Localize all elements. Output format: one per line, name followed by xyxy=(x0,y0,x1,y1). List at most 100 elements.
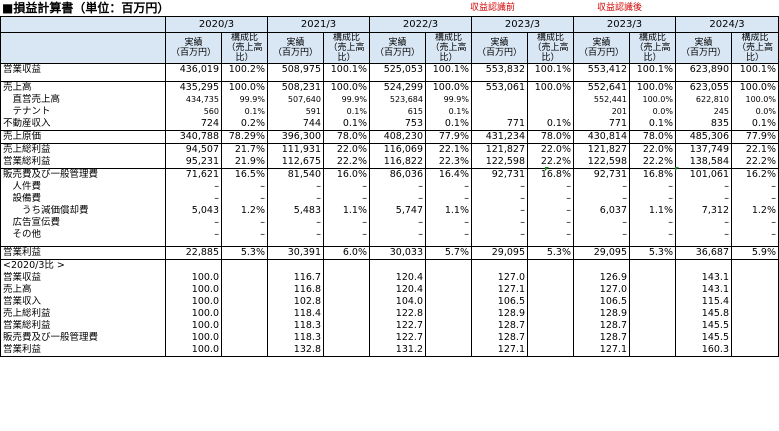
ratio-cell: 0.0% xyxy=(731,106,779,118)
spacer-cell xyxy=(629,241,676,247)
actual-cell: 121,827 xyxy=(573,143,630,156)
spacer-cell xyxy=(471,241,528,247)
ratio-cell: 22.1% xyxy=(425,143,472,156)
ratio-cell: 100.0% xyxy=(221,81,268,94)
ratio-cell xyxy=(221,332,268,344)
actual-cell: – xyxy=(267,217,324,229)
actual-cell: 434,735 xyxy=(165,94,222,106)
actual-cell: 71,621 xyxy=(165,168,222,181)
actual-cell: 143.1 xyxy=(675,272,732,284)
actual-cell xyxy=(165,259,222,272)
spacer-cell xyxy=(267,76,324,82)
actual-cell: 145.8 xyxy=(675,308,732,320)
actual-cell: 92,731 xyxy=(471,168,528,181)
ratio-cell: 22.2% xyxy=(629,156,676,169)
actual-cell: – xyxy=(369,181,426,193)
row-label: 営業利益 xyxy=(0,344,166,357)
ratio-cell: – xyxy=(527,229,574,241)
ratio-cell xyxy=(425,308,472,320)
actual-header: 実績 （百万円） xyxy=(573,32,630,64)
actual-cell: 507,640 xyxy=(267,94,324,106)
actual-cell: 591 xyxy=(267,106,324,118)
row-label: テナント xyxy=(0,106,166,118)
actual-cell: 201 xyxy=(573,106,630,118)
actual-cell: 835 xyxy=(675,118,732,131)
ratio-header: 構成比 （売上高比） xyxy=(425,32,472,64)
ratio-cell: 78.0% xyxy=(527,130,574,144)
actual-cell: 523,684 xyxy=(369,94,426,106)
actual-cell: 111,931 xyxy=(267,143,324,156)
ratio-cell: 5.9% xyxy=(731,246,779,260)
ratio-cell xyxy=(221,308,268,320)
actual-cell: 120.4 xyxy=(369,284,426,296)
actual-cell: 118.4 xyxy=(267,308,324,320)
ratio-cell: 100.1% xyxy=(731,63,779,76)
ratio-cell: – xyxy=(629,193,676,205)
actual-cell: 138,584 xyxy=(675,156,732,169)
ratio-cell: – xyxy=(629,181,676,193)
ratio-cell: 0.1% xyxy=(731,118,779,131)
actual-cell: 560 xyxy=(165,106,222,118)
actual-cell xyxy=(675,259,732,272)
actual-cell: 104.0 xyxy=(369,296,426,308)
actual-header: 実績 （百万円） xyxy=(471,32,528,64)
ratio-cell: 22.0% xyxy=(527,143,574,156)
row-label: 売上総利益 xyxy=(0,143,166,156)
ratio-cell xyxy=(629,296,676,308)
table-row: 設備費 – – – – – – – – – – – – xyxy=(0,193,779,205)
spacer-cell xyxy=(165,241,222,247)
ratio-cell: – xyxy=(629,229,676,241)
ratio-cell: 78.0% xyxy=(629,130,676,144)
ratio-cell: – xyxy=(425,217,472,229)
corner-cell xyxy=(0,32,166,64)
ratio-cell: 22.2% xyxy=(731,156,779,169)
row-label: 設備費 xyxy=(0,193,166,205)
actual-cell: – xyxy=(471,193,528,205)
ratio-cell: – xyxy=(731,181,779,193)
ratio-cell xyxy=(629,332,676,344)
ratio-cell: 1.2% xyxy=(731,205,779,217)
row-label: 営業利益 xyxy=(0,246,166,260)
actual-cell: 132.8 xyxy=(267,344,324,357)
ratio-cell: – xyxy=(323,181,370,193)
actual-cell: 552,641 xyxy=(573,81,630,94)
actual-cell: 100.0 xyxy=(165,308,222,320)
page-title: ■損益計算書（単位：百万円） xyxy=(2,1,170,15)
table-row: 売上原価 340,788 78.29% 396,300 78.0% 408,230 77.9… xyxy=(0,130,779,144)
actual-cell: 127.1 xyxy=(471,284,528,296)
actual-cell: 6,037 xyxy=(573,205,630,217)
ratio-cell xyxy=(425,284,472,296)
ratio-cell: 1.1% xyxy=(629,205,676,217)
label-after-revenue-recognition: 収益認識後 xyxy=(597,3,643,13)
ratio-cell: – xyxy=(731,217,779,229)
actual-cell: – xyxy=(165,193,222,205)
actual-cell: – xyxy=(369,229,426,241)
ratio-cell xyxy=(527,284,574,296)
table-row: 不動産収入 724 0.2% 744 0.1% 753 0.1% 771 0.1% 771 0.1%… xyxy=(0,118,779,131)
spacer-cell xyxy=(527,241,574,247)
ratio-cell xyxy=(425,344,472,357)
ratio-cell xyxy=(323,344,370,357)
ratio-cell: – xyxy=(221,217,268,229)
actual-cell: 115.4 xyxy=(675,296,732,308)
ratio-cell: 16.0% xyxy=(323,168,370,181)
actual-cell: 553,061 xyxy=(471,81,528,94)
actual-cell: 128.7 xyxy=(573,320,630,332)
table-row: 営業総利益 100.0 118.3 122.7 128.7 128.7 145.5 xyxy=(0,320,779,332)
actual-cell: 5,043 xyxy=(165,205,222,217)
actual-cell: 86,036 xyxy=(369,168,426,181)
actual-cell: 552,441 xyxy=(573,94,630,106)
spacer-cell xyxy=(221,241,268,247)
table-row: 販売費及び一般管理費 71,621 16.5% 81,540 16.0% 86,036 16… xyxy=(0,168,779,181)
actual-cell: 525,053 xyxy=(369,63,426,76)
actual-cell: 122.7 xyxy=(369,320,426,332)
ratio-cell xyxy=(731,332,779,344)
table-row: 販売費及び一般管理費 100.0 118.3 122.7 128.7 128.7 145.5 xyxy=(0,332,779,344)
ratio-cell xyxy=(527,308,574,320)
ratio-cell: 16.8% xyxy=(527,168,574,181)
actual-cell: 36,687 xyxy=(675,246,732,260)
ratio-cell: – xyxy=(527,217,574,229)
table-row: 営業収益 100.0 116.7 120.4 127.0 126.9 143.1 xyxy=(0,272,779,284)
ratio-cell: 100.0% xyxy=(731,81,779,94)
actual-cell: 100.0 xyxy=(165,344,222,357)
